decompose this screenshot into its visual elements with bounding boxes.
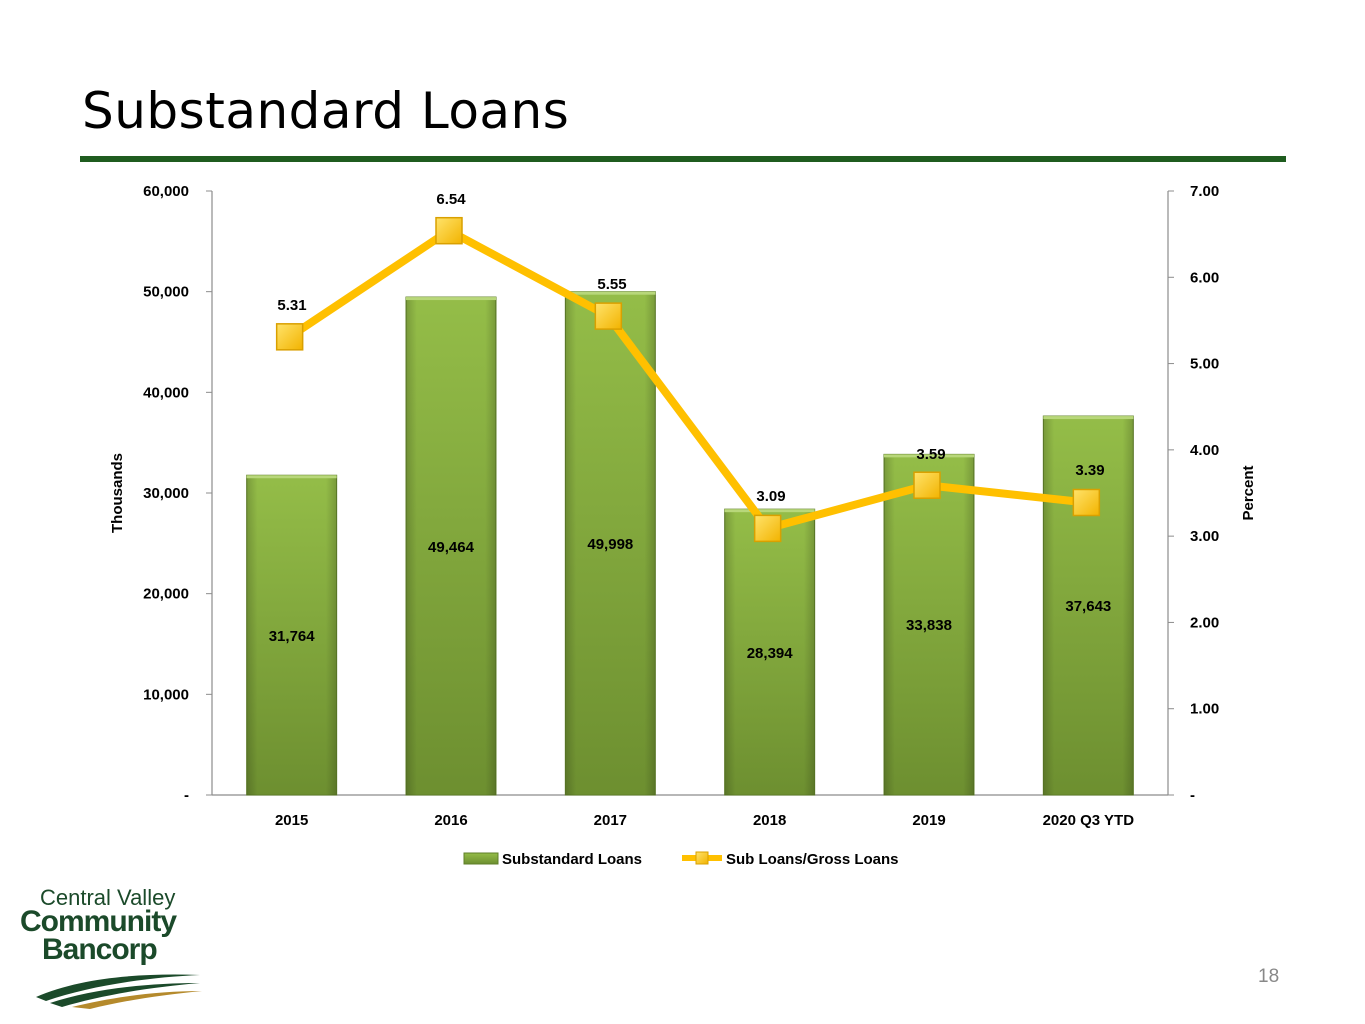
logo-swoosh-icon — [36, 974, 202, 1009]
logo-line-3: Bancorp — [42, 933, 158, 966]
left-axis-title: Thousands — [109, 453, 126, 533]
legend-bar-label: Substandard Loans — [502, 851, 642, 868]
bar-shading — [246, 475, 337, 795]
bar-value-label: 31,764 — [269, 628, 316, 645]
right-tick-label: 5.00 — [1190, 356, 1219, 373]
x-tick-label: 2018 — [753, 812, 786, 829]
bar-top-highlight — [246, 475, 337, 479]
left-tick-label: 30,000 — [143, 485, 189, 502]
line-point-marker — [435, 216, 463, 245]
slide-title: Substandard Loans — [82, 82, 570, 140]
right-tick-label: 6.00 — [1190, 269, 1219, 286]
title-rule — [80, 156, 1286, 162]
left-tick-label: 50,000 — [143, 284, 189, 301]
legend-bar-swatch — [463, 852, 499, 865]
right-tick-label: 4.00 — [1190, 442, 1219, 459]
right-tick-label: 1.00 — [1190, 701, 1219, 718]
bar-value-label: 37,643 — [1065, 598, 1111, 615]
page-number: 18 — [1258, 966, 1280, 987]
left-tick-label: - — [184, 787, 189, 804]
logo-line-1: Central Valley — [40, 885, 176, 910]
line-point-marker — [913, 471, 941, 499]
line-point-marker — [753, 514, 782, 543]
line-value-label: 3.59 — [916, 446, 945, 463]
x-tick-label: 2016 — [434, 812, 467, 829]
bar-shading — [565, 291, 656, 795]
bar-value-label: 33,838 — [906, 617, 952, 634]
left-tick-label: 10,000 — [143, 686, 189, 703]
left-tick-label: 40,000 — [143, 384, 189, 401]
right-tick-label: 3.00 — [1190, 528, 1219, 545]
bar-top-highlight — [1043, 416, 1134, 420]
bar-shading — [724, 509, 815, 795]
bar-top-highlight — [406, 297, 496, 301]
bar-value-label: 28,394 — [747, 645, 794, 662]
line-point-marker — [275, 323, 304, 351]
line-value-label: 3.09 — [756, 488, 785, 505]
line-value-label: 6.54 — [436, 191, 466, 208]
bar-value-label: 49,998 — [587, 536, 633, 553]
left-tick-label: 20,000 — [143, 586, 189, 603]
right-tick-label: - — [1190, 787, 1195, 804]
legend-line-label: Sub Loans/Gross Loans — [726, 851, 899, 868]
left-tick-label: 60,000 — [143, 183, 189, 200]
line-point-marker — [594, 302, 623, 330]
bar-top-highlight — [884, 454, 974, 458]
right-tick-label: 7.00 — [1190, 183, 1219, 200]
bar-shading — [406, 297, 496, 795]
right-axis-title: Percent — [1240, 465, 1257, 520]
line-sub-loans-gross-loans — [287, 226, 1087, 533]
bar-value-label: 49,464 — [428, 539, 475, 556]
logo-line-2: Community — [20, 905, 177, 938]
right-tick-label: 2.00 — [1190, 614, 1219, 631]
x-tick-label: 2019 — [912, 812, 945, 829]
bar-top-highlight — [565, 291, 656, 295]
bar-shading — [1043, 416, 1134, 795]
line-point-marker — [1072, 488, 1101, 517]
combo-chart: - 10,000 20,000 30,000 40,000 50,000 60,000 - 1.… — [109, 183, 1257, 868]
legend-marker-swatch — [695, 851, 709, 865]
company-logo: Central Valley Community Bancorp — [20, 885, 202, 1015]
x-tick-label: 2017 — [594, 812, 627, 829]
x-tick-label: 2015 — [275, 812, 308, 829]
bar-top-highlight — [724, 509, 815, 513]
line-value-label: 3.39 — [1075, 462, 1104, 479]
line-value-label: 5.55 — [597, 276, 626, 293]
line-value-label: 5.31 — [277, 297, 306, 314]
bar-shading — [884, 454, 974, 795]
x-tick-label: 2020 Q3 YTD — [1043, 812, 1135, 829]
